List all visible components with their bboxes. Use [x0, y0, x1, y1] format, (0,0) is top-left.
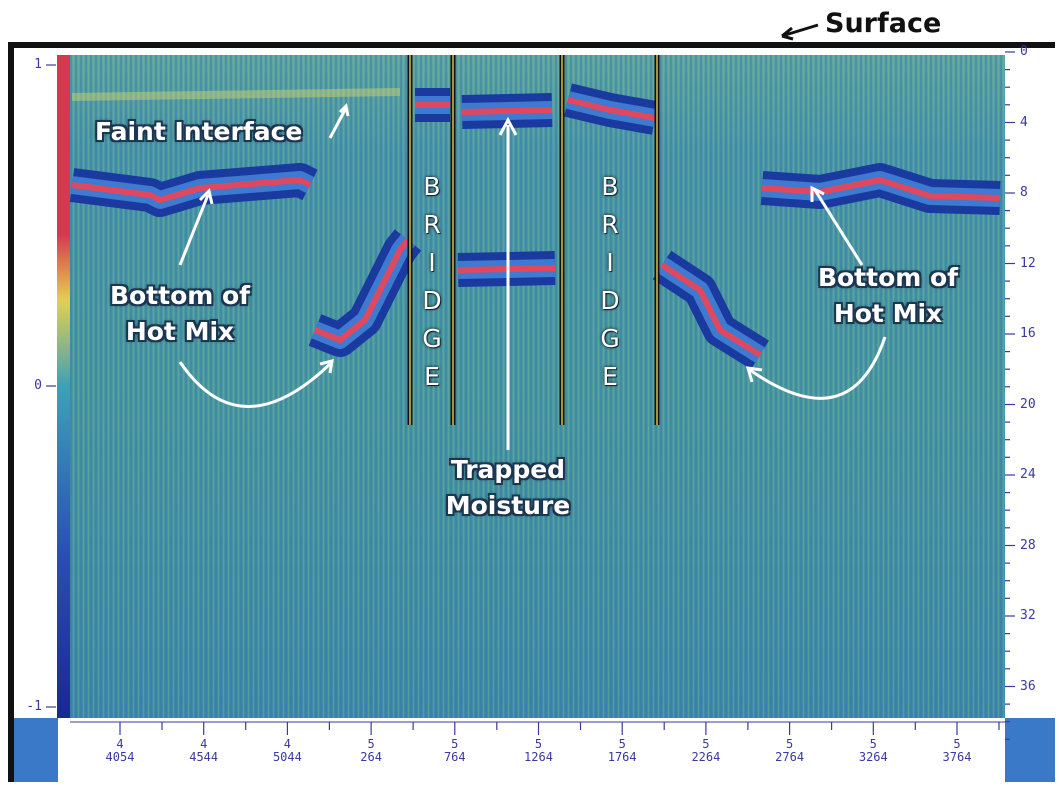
amplitude-tick-label: 1 — [34, 57, 42, 72]
distance-minor: 1264 — [524, 750, 553, 764]
annotation-line: Bottom of — [817, 263, 959, 292]
distance-major: 5 — [534, 737, 543, 751]
distance-tick: 5 3264 — [843, 738, 903, 764]
annotation-line: Moisture — [445, 491, 571, 520]
distance-tick: 5 3764 — [927, 738, 987, 764]
scan-texture — [70, 55, 1005, 718]
distance-tick: 5 2264 — [676, 738, 736, 764]
depth-tick-label: 36 — [1020, 678, 1036, 694]
distance-ruler — [14, 718, 1055, 782]
depth-tick-label: 16 — [1020, 326, 1036, 341]
distance-tick: 5 2764 — [760, 738, 820, 764]
amplitude-tick-label: 0 — [34, 378, 42, 393]
distance-tick: 4 4544 — [174, 738, 234, 764]
distance-major: 5 — [702, 737, 710, 751]
distance-minor: 264 — [360, 750, 382, 764]
distance-tick: 5 1764 — [592, 738, 652, 764]
distance-minor: 3264 — [858, 750, 888, 764]
distance-major: 5 — [367, 737, 375, 751]
surface-arrow — [781, 23, 819, 41]
surface-label: Surface — [825, 8, 942, 39]
distance-major: 5 — [953, 737, 961, 751]
distance-major: 5 — [451, 737, 459, 751]
depth-tick-label: 0 — [1020, 44, 1028, 59]
distance-tick: 4 5044 — [257, 738, 317, 764]
annotation-line: Hot Mix — [833, 299, 943, 328]
arrows — [178, 102, 887, 450]
corner-left — [14, 718, 58, 782]
color-bar — [57, 55, 70, 718]
distance-minor: 2264 — [691, 750, 721, 764]
annotation: Trapped Moisture — [408, 452, 608, 524]
distance-major: 4 — [283, 737, 291, 751]
distance-minor: 5044 — [272, 750, 302, 764]
distance-minor: 764 — [443, 750, 466, 764]
depth-tick-label: 8 — [1020, 185, 1028, 200]
distance-minor: 2764 — [775, 750, 805, 764]
distance-minor: 4544 — [189, 750, 219, 764]
bridge-label: BRIDGE — [600, 172, 620, 391]
distance-tick: 5 764 — [425, 738, 485, 764]
depth-ruler — [1005, 48, 1055, 718]
distance-tick: 5 1264 — [509, 738, 569, 764]
distance-tick: 4 4054 — [90, 738, 150, 764]
distance-minor: 1764 — [607, 750, 637, 764]
distance-minor: 3764 — [942, 750, 972, 764]
amplitude-tick-label: -1 — [26, 699, 42, 714]
distance-major: 5 — [869, 737, 877, 751]
annotation-line: Bottom of — [109, 281, 251, 310]
distance-major: 5 — [618, 737, 626, 751]
annotation: Faint Interface — [95, 117, 303, 146]
depth-tick-label: 28 — [1020, 537, 1036, 553]
depth-tick-label: 20 — [1020, 396, 1036, 412]
distance-major: 4 — [116, 737, 124, 751]
distance-major: 4 — [200, 737, 208, 751]
reflections — [69, 83, 1001, 370]
corner-right — [1005, 718, 1055, 782]
annotation-line: Hot Mix — [125, 317, 235, 346]
distance-major: 5 — [785, 737, 794, 751]
bridge-lines-inner — [409, 55, 658, 425]
annotation: Bottom of Hot Mix — [80, 278, 280, 350]
distance-tick: 5 264 — [341, 738, 401, 764]
faint-reflection — [71, 88, 401, 101]
depth-tick-label: 24 — [1020, 467, 1036, 482]
bridge-label: BRIDGE — [422, 172, 442, 391]
depth-tick-label: 12 — [1020, 255, 1036, 271]
annotation-line: Trapped — [450, 455, 566, 484]
distance-minor: 4054 — [105, 750, 135, 764]
annotation: Bottom of Hot Mix — [788, 260, 988, 332]
depth-tick-label: 4 — [1020, 114, 1028, 130]
depth-tick-label: 32 — [1020, 608, 1036, 623]
